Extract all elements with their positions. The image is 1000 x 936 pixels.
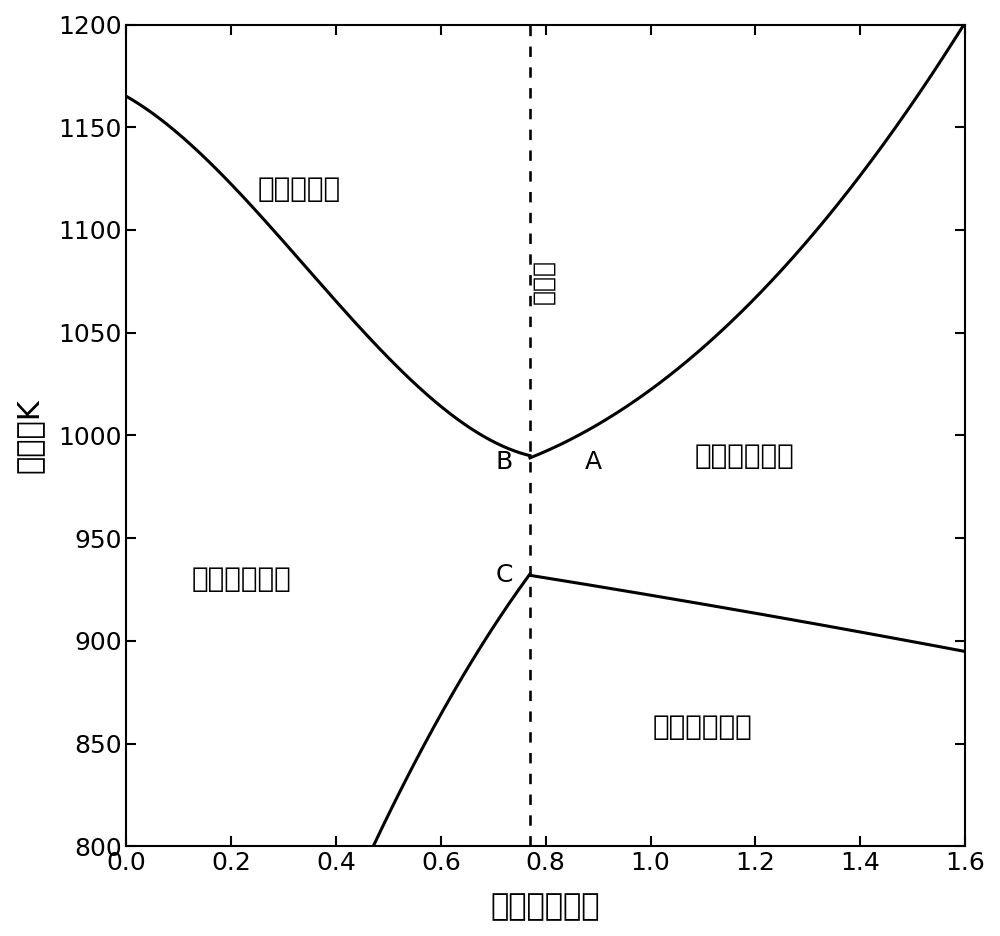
Text: B: B (496, 450, 513, 475)
Text: 奥氏体区域: 奥氏体区域 (258, 175, 341, 203)
X-axis label: 碳的质量分数: 碳的质量分数 (491, 892, 600, 921)
Text: 渗碳体形成区: 渗碳体形成区 (695, 442, 795, 470)
Text: A: A (585, 450, 602, 475)
Text: 珠光体形成区: 珠光体形成区 (653, 713, 753, 741)
Text: C: C (496, 563, 513, 587)
Y-axis label: 温度，K: 温度，K (15, 398, 44, 473)
Text: 铁素体形成区: 铁素体形成区 (192, 565, 292, 593)
Text: 共析线: 共析线 (531, 259, 555, 304)
